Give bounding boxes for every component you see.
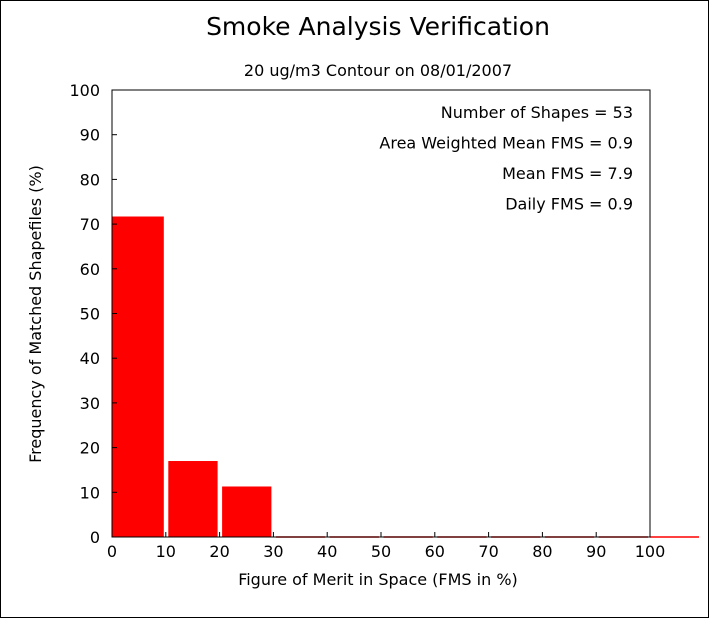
chart-subtitle: 20 ug/m3 Contour on 08/01/2007 [244,61,512,80]
x-tick-label: 30 [263,542,283,561]
y-tick-label: 60 [80,260,100,279]
y-tick-label: 20 [80,439,100,458]
y-axis-label: Frequency of Matched Shapefiles (%) [26,165,45,463]
histogram-bar-0 [112,216,164,537]
y-tick-label: 90 [80,126,100,145]
y-tick-label: 0 [90,528,100,547]
y-tick-label: 30 [80,394,100,413]
x-tick-label: 60 [425,542,445,561]
y-tick-label: 100 [69,81,100,100]
x-tick-label: 20 [209,542,229,561]
axes-layer: 0 10 20 30 40 50 60 70 80 90 100 0 10 20 30 40 50 60 70 80 9… [69,81,665,561]
chart-title: Smoke Analysis Verification [206,12,550,41]
stat-line-2: Mean FMS = 7.9 [502,164,633,183]
histogram-bar-2 [222,486,272,537]
x-axis-label: Figure of Merit in Space (FMS in %) [238,570,518,589]
stat-line-0: Number of Shapes = 53 [441,103,633,122]
y-tick-label: 50 [80,305,100,324]
x-tick-label: 0 [107,542,117,561]
y-tick-label: 70 [80,215,100,234]
stats-box: Number of Shapes = 53 Area Weighted Mean … [379,103,633,214]
x-tick-label: 100 [635,542,666,561]
x-tick-label: 10 [156,542,176,561]
y-tick-label: 10 [80,483,100,502]
y-tick-label: 80 [80,170,100,189]
histogram-bar-1 [168,461,218,537]
x-tick-label: 40 [317,542,337,561]
stat-line-3: Daily FMS = 0.9 [505,195,633,214]
x-tick-label: 80 [532,542,552,561]
x-tick-label: 90 [586,542,606,561]
stat-line-1: Area Weighted Mean FMS = 0.9 [379,134,633,153]
x-tick-label: 50 [371,542,391,561]
bars-layer [112,216,699,538]
x-tick-label: 70 [478,542,498,561]
y-tick-label: 40 [80,349,100,368]
